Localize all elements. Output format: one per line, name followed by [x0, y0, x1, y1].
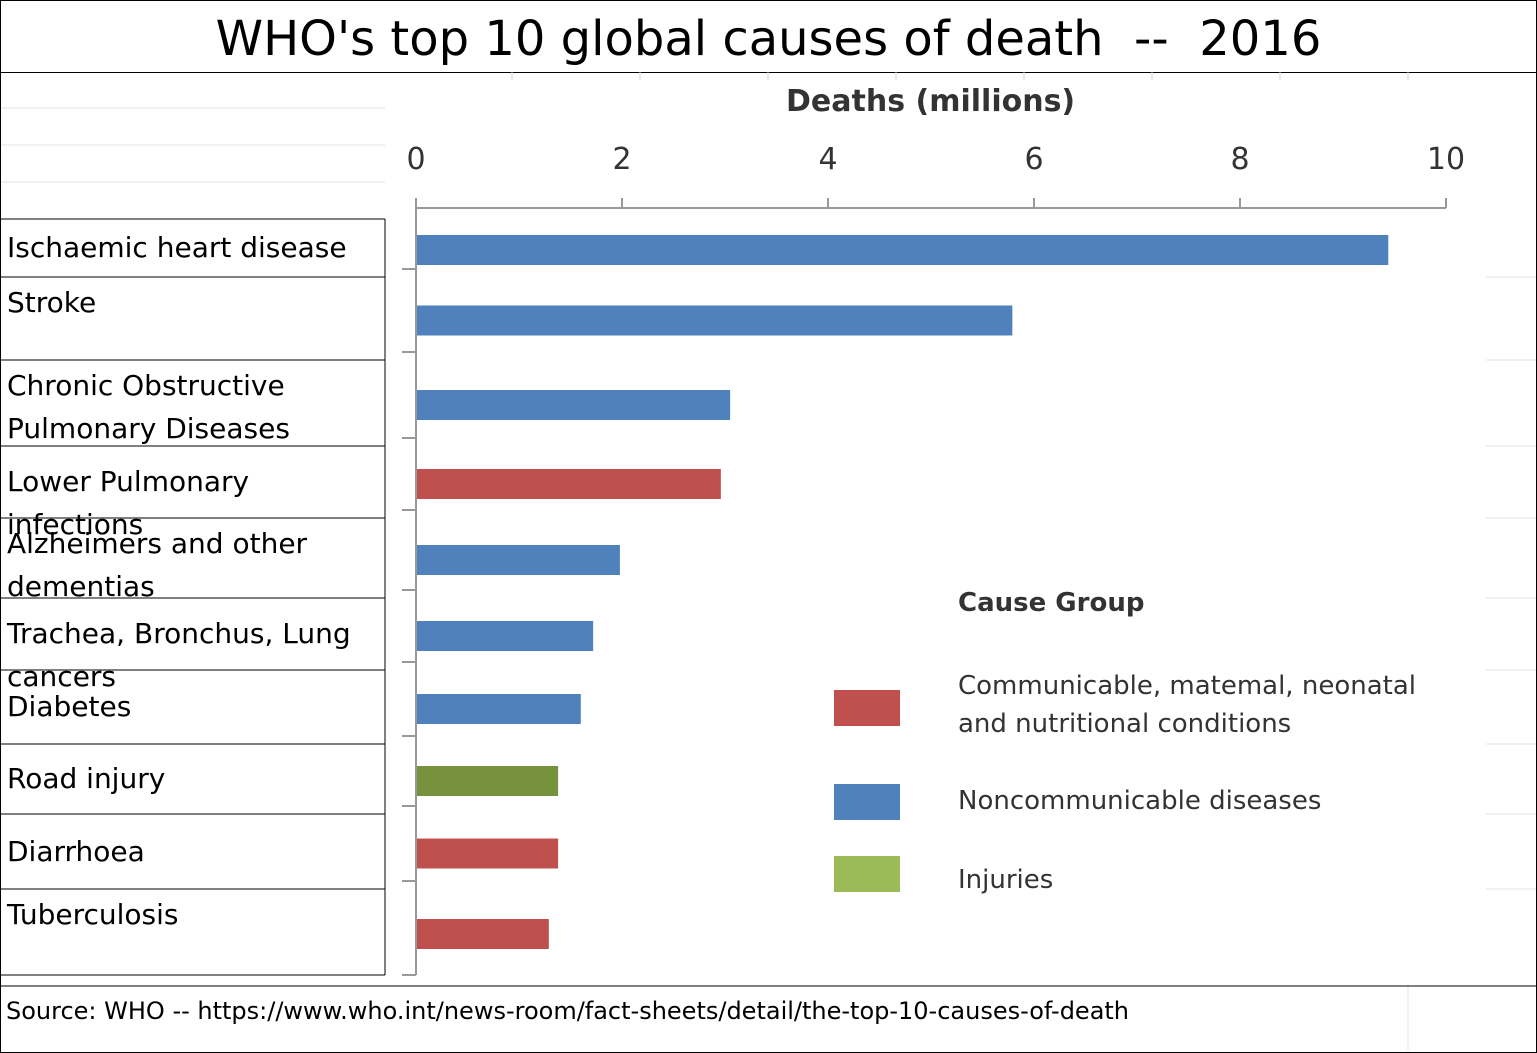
spreadsheet-grid — [1, 72, 1536, 1050]
category-label: Road injury — [7, 762, 166, 795]
x-axis-title: Deaths (millions) — [786, 84, 1076, 119]
legend-swatch — [834, 690, 900, 726]
bar-6 — [417, 621, 594, 651]
category-label: Ischaemic heart disease — [7, 231, 347, 264]
bar-5 — [417, 545, 620, 575]
axes — [402, 198, 1447, 976]
category-label: Diabetes — [7, 690, 132, 723]
bar-1 — [417, 235, 1389, 265]
chart-title: WHO's top 10 global causes of death -- 2… — [0, 0, 1537, 73]
category-label: Trachea, Bronchus, Lung cancers — [7, 617, 351, 693]
category-label: Stroke — [7, 286, 97, 319]
category-label: Tuberculosis — [7, 898, 179, 931]
category-label: Diarrhoea — [7, 834, 145, 868]
legend-entry-label: Noncommunicable diseases — [958, 786, 1322, 816]
bars — [417, 235, 1389, 949]
x-tick-label: 2 — [612, 142, 632, 177]
bar-2 — [417, 305, 1013, 336]
bar-8 — [417, 766, 559, 796]
legend-swatches — [834, 690, 900, 892]
bar-7 — [417, 694, 581, 724]
bar-9 — [417, 838, 559, 869]
x-tick-label: 4 — [818, 142, 838, 177]
x-tick-label: 10 — [1426, 142, 1466, 177]
x-tick-label: 0 — [406, 142, 426, 177]
bar-3 — [417, 390, 731, 420]
legend-entry-label: Injuries — [958, 865, 1054, 895]
bar-10 — [417, 919, 549, 949]
category-label: Chronic Obstructive Pulmonary Diseases — [7, 369, 290, 445]
bar-4 — [417, 469, 721, 499]
category-label: Lower Pulmonary infections — [7, 465, 250, 541]
x-tick-label: 8 — [1230, 142, 1250, 177]
source-note: Source: WHO -- https://www.who.int/news-… — [6, 997, 1130, 1025]
legend-title: Cause Group — [958, 588, 1145, 618]
legend-swatch — [834, 784, 900, 820]
x-tick-label: 6 — [1024, 142, 1044, 177]
legend-swatch — [834, 856, 900, 892]
category-label: Alzheimers and other dementias — [7, 527, 308, 603]
legend-entry-label: Communicable, matemal, neonatal and nutr… — [958, 671, 1416, 739]
